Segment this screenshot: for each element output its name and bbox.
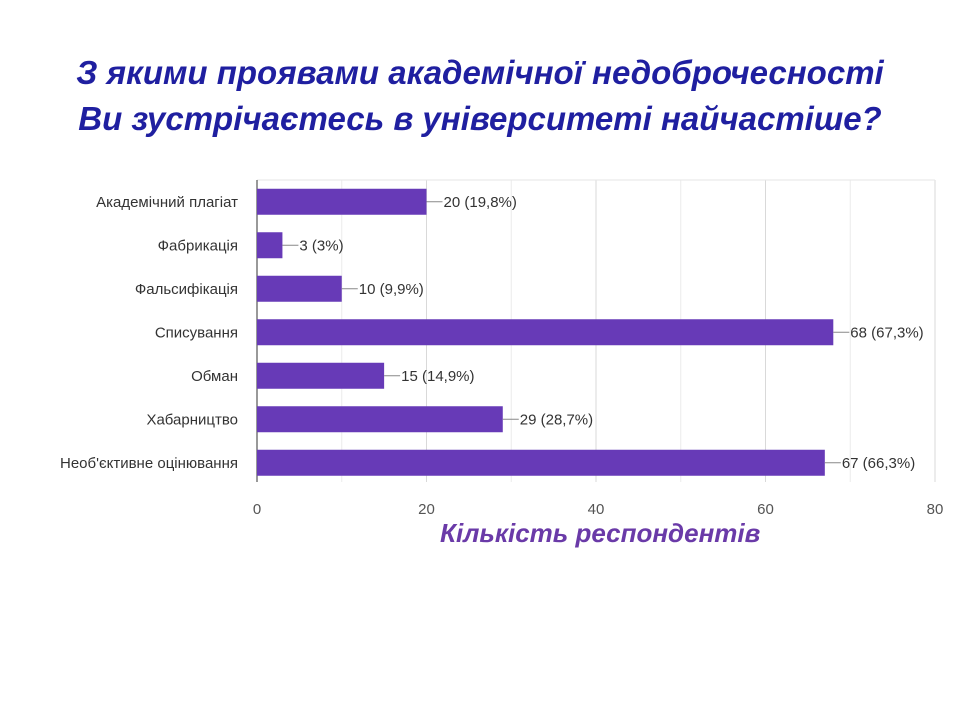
category-label: Фабрикація xyxy=(158,237,238,254)
category-label: Списування xyxy=(155,324,238,341)
data-label: 15 (14,9%) xyxy=(401,368,474,385)
bar xyxy=(257,188,427,215)
category-label: Необ'єктивне оцінювання xyxy=(60,455,238,472)
x-tick-label: 60 xyxy=(757,501,774,518)
category-label: Обман xyxy=(191,368,238,385)
category-labels: Академічний плагіат Фабрикація Фальсифікац… xyxy=(60,194,238,472)
data-label: 67 (66,3%) xyxy=(842,455,915,472)
x-tick-label: 80 xyxy=(927,501,944,518)
slide-title-line-2: Ви зустрічаєтесь в університеті найчасті… xyxy=(78,100,882,137)
bar xyxy=(257,362,385,389)
x-axis-ticks: 0 20 40 60 80 xyxy=(253,501,944,518)
data-label: 68 (67,3%) xyxy=(850,324,923,341)
bar xyxy=(257,406,503,433)
data-label: 10 (9,9%) xyxy=(359,281,424,298)
data-labels: 20 (19,8%) 3 (3%) 10 (9,9%) 68 (67,3%) 15 (1… xyxy=(282,194,924,472)
x-tick-label: 0 xyxy=(253,501,261,518)
bar xyxy=(257,319,834,346)
data-label: 3 (3%) xyxy=(299,237,343,254)
category-label: Хабарництво xyxy=(146,411,238,428)
x-tick-label: 40 xyxy=(588,501,605,518)
category-label: Академічний плагіат xyxy=(96,194,238,211)
chart-bars xyxy=(257,188,834,476)
data-label: 29 (28,7%) xyxy=(520,411,593,428)
bar xyxy=(257,232,283,259)
category-label: Фальсифікація xyxy=(135,281,238,298)
data-label: 20 (19,8%) xyxy=(444,194,517,211)
slide-title: З якими проявами академічної недоброчесн… xyxy=(0,50,960,142)
x-tick-label: 20 xyxy=(418,501,435,518)
bar xyxy=(257,275,342,302)
slide-title-line-1: З якими проявами академічної недоброчесн… xyxy=(76,54,884,91)
bar xyxy=(257,449,825,476)
x-axis-title: Кількість респондентів xyxy=(440,518,761,548)
